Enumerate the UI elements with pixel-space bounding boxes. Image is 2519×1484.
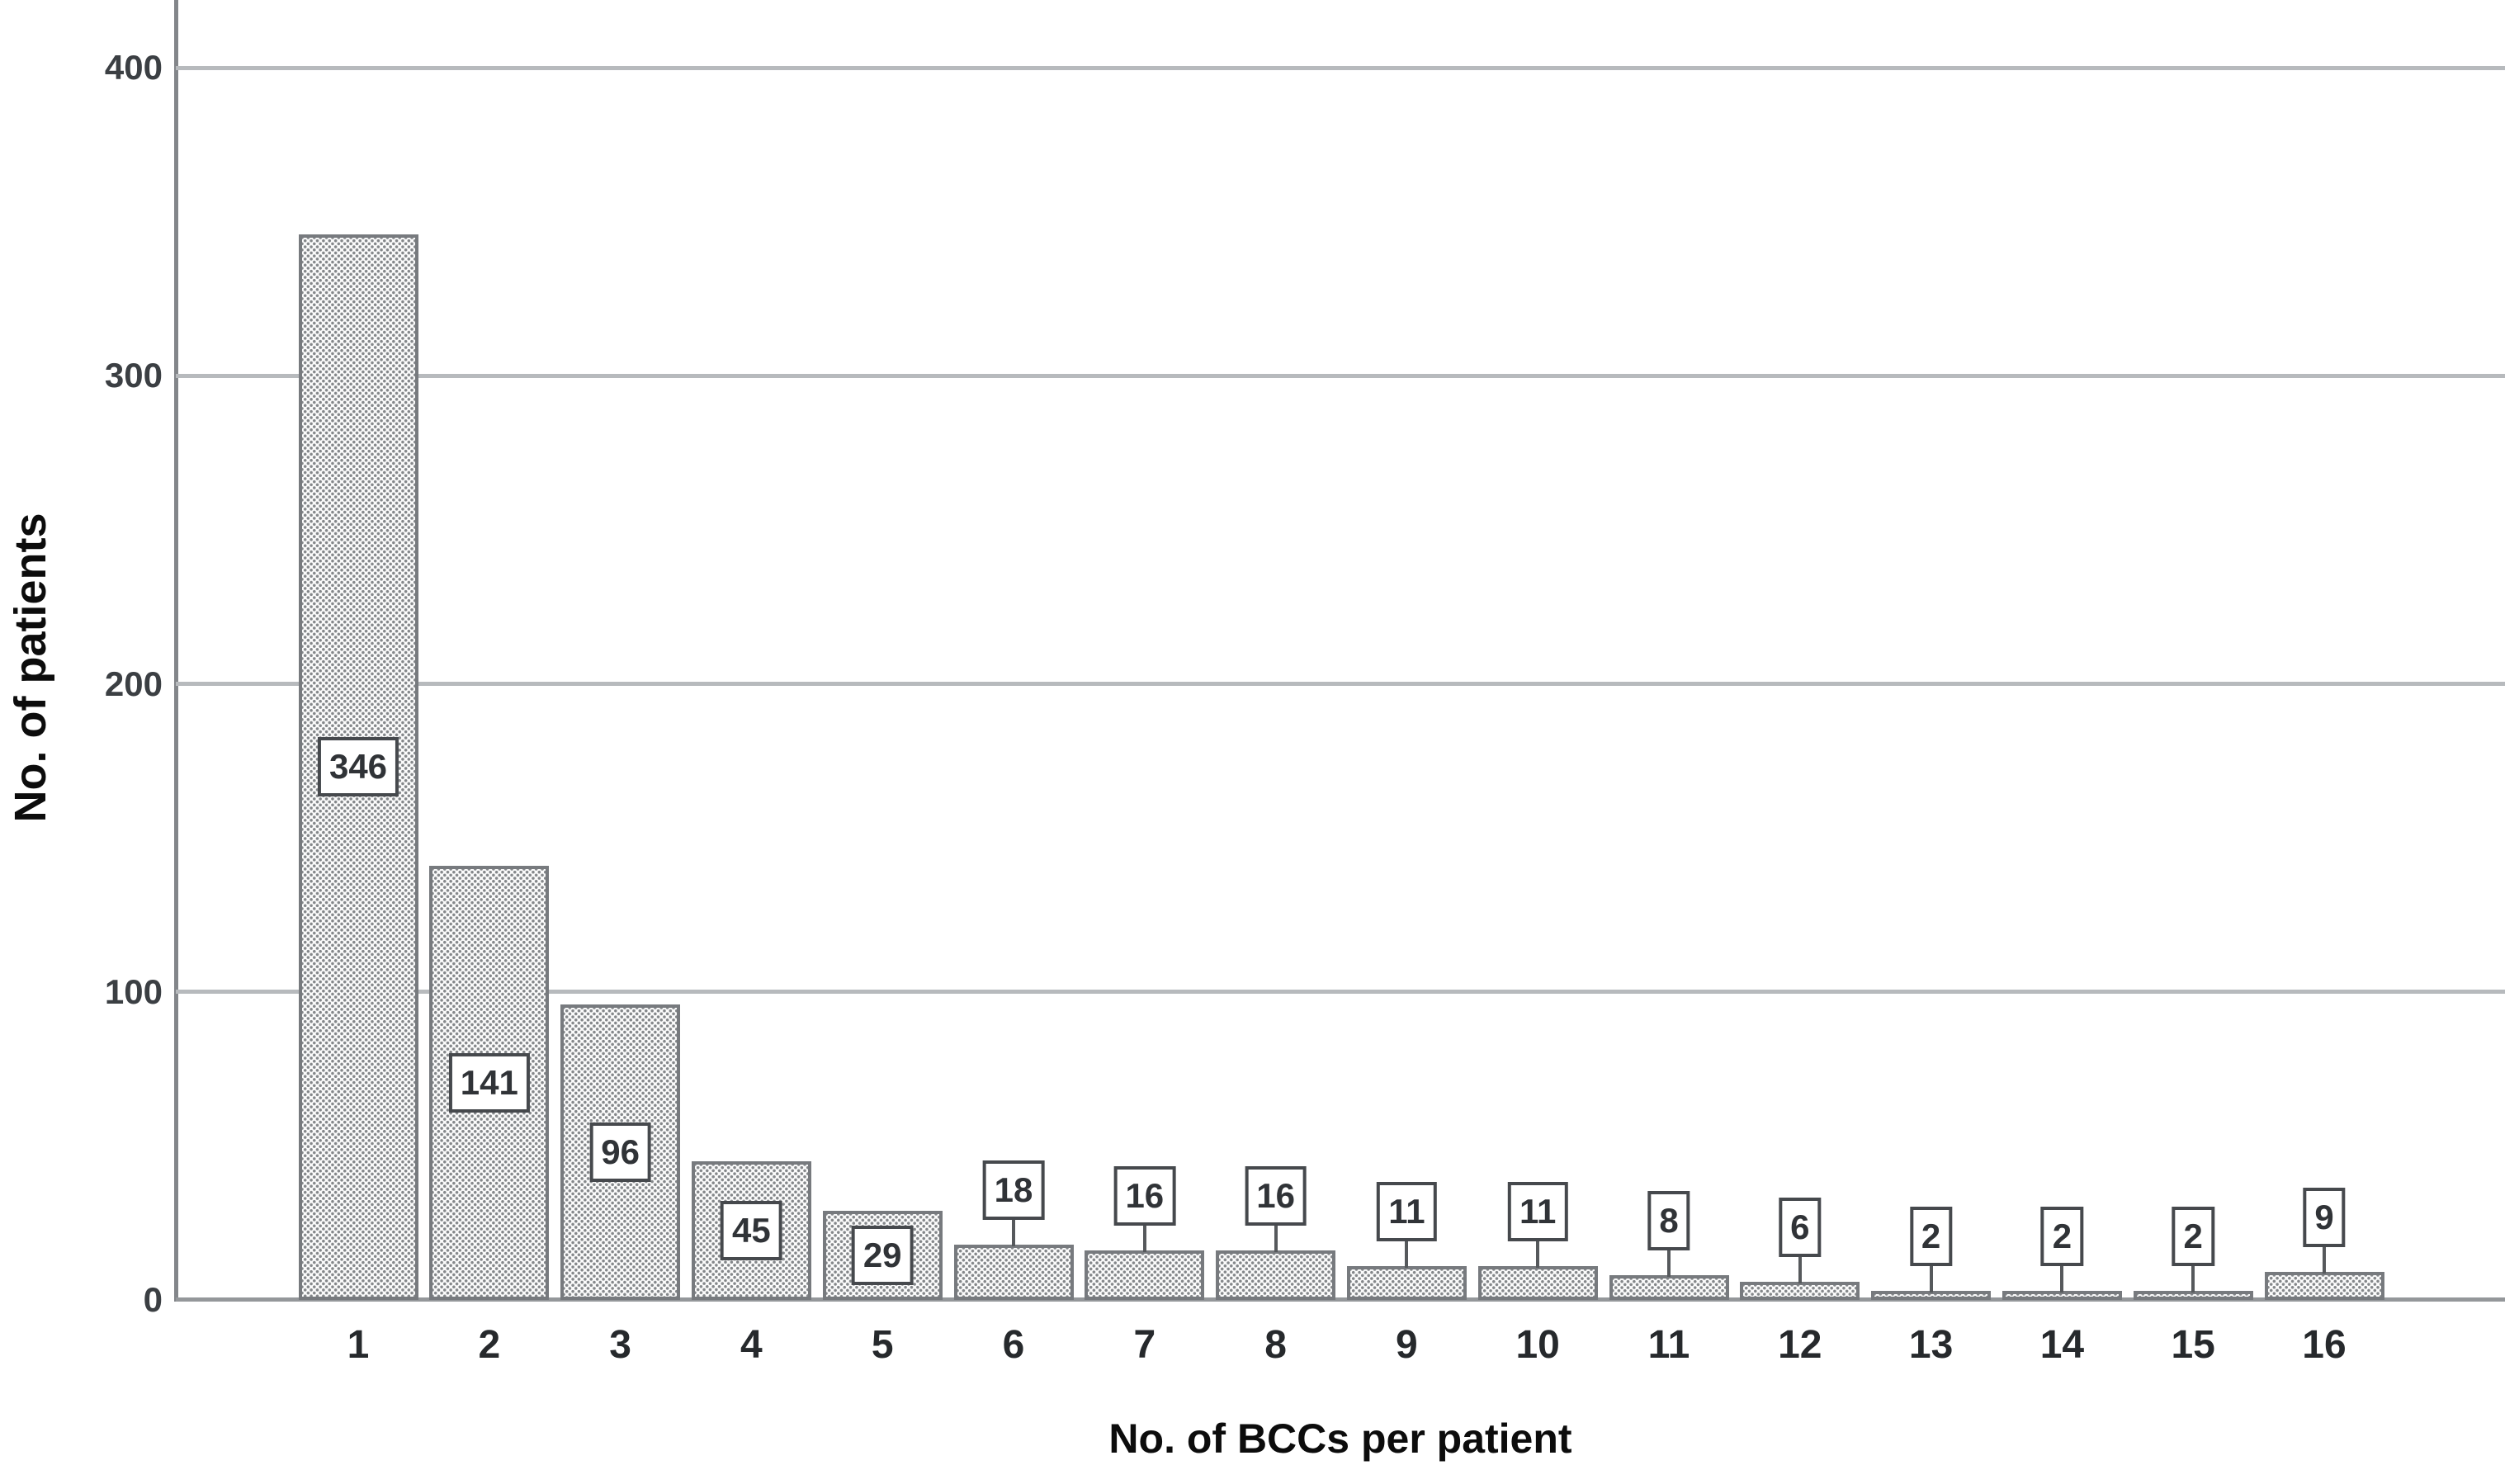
bar xyxy=(2001,1291,2122,1300)
bar-value-label: 141 xyxy=(448,1052,530,1113)
x-tick-label: 8 xyxy=(1264,1323,1287,1367)
x-tick-label: 4 xyxy=(740,1323,763,1367)
callout-leader-line xyxy=(1142,1226,1146,1253)
x-tick-label: 11 xyxy=(1647,1323,1690,1367)
y-tick-label: 0 xyxy=(143,1280,163,1319)
bar xyxy=(2264,1272,2384,1300)
callout-leader-line xyxy=(1929,1266,1933,1293)
bar-value-callout: 6 xyxy=(1779,1197,1822,1257)
x-tick-label: 9 xyxy=(1396,1323,1418,1367)
bar-value-label: 29 xyxy=(851,1225,914,1285)
callout-leader-line xyxy=(2323,1247,2326,1274)
x-tick-label: 12 xyxy=(1778,1323,1822,1367)
x-tick-label: 10 xyxy=(1515,1323,1560,1367)
callout-leader-line xyxy=(1012,1219,1015,1246)
x-tick-label: 16 xyxy=(2302,1323,2346,1367)
x-tick-label: 3 xyxy=(609,1323,631,1367)
bar-value-label: 96 xyxy=(589,1122,651,1182)
bar xyxy=(1609,1275,1729,1300)
bar-value-label: 45 xyxy=(721,1201,782,1261)
x-tick-label: 5 xyxy=(871,1323,894,1367)
y-tick-label: 100 xyxy=(104,971,163,1011)
bar: 346 xyxy=(298,234,418,1300)
bar-value-callout: 8 xyxy=(1647,1191,1690,1251)
x-tick-label: 13 xyxy=(1908,1323,1954,1367)
callout-leader-line xyxy=(2191,1266,2195,1293)
bar-value-callout: 2 xyxy=(2040,1207,2084,1266)
gridline xyxy=(176,65,2505,70)
bar xyxy=(953,1244,1074,1300)
y-axis-line xyxy=(174,0,178,1302)
bar-value-callout: 16 xyxy=(1245,1166,1307,1226)
x-tick-label: 15 xyxy=(2171,1323,2215,1367)
y-tick-label: 200 xyxy=(104,664,163,703)
gridline xyxy=(176,682,2505,686)
x-tick-label: 14 xyxy=(2039,1323,2085,1367)
bar xyxy=(2133,1291,2253,1300)
bar-value-label: 346 xyxy=(317,737,399,797)
bar-value-callout: 9 xyxy=(2303,1188,2346,1248)
bar xyxy=(1346,1265,1467,1300)
x-tick-label: 2 xyxy=(478,1323,501,1367)
callout-leader-line xyxy=(1536,1241,1540,1268)
x-tick-label: 7 xyxy=(1133,1323,1156,1367)
bar-value-callout: 16 xyxy=(1113,1166,1176,1226)
y-tick-label: 300 xyxy=(104,356,163,395)
bar: 29 xyxy=(822,1210,943,1300)
bar xyxy=(1216,1250,1336,1300)
bar: 141 xyxy=(429,865,550,1300)
bar: 45 xyxy=(691,1161,811,1300)
bar xyxy=(1740,1281,1860,1300)
bar-value-callout: 2 xyxy=(1909,1207,1953,1266)
bar xyxy=(1477,1265,1598,1300)
callout-leader-line xyxy=(1798,1256,1802,1283)
callout-leader-line xyxy=(2060,1266,2064,1293)
gridline xyxy=(176,373,2505,378)
y-tick-label: 400 xyxy=(104,48,163,87)
bar: 96 xyxy=(560,1004,681,1300)
callout-leader-line xyxy=(1274,1226,1278,1253)
bar-value-callout: 11 xyxy=(1377,1181,1437,1241)
bar-value-callout: 11 xyxy=(1507,1181,1568,1241)
callout-leader-line xyxy=(1667,1250,1671,1278)
x-tick-label: 1 xyxy=(347,1323,370,1367)
plot-area: 346 1 141 2 96 3 45 4 29 5 18 6 16 7 16 8 11 9 11 10 8 11 6 12 2… xyxy=(174,0,2505,1367)
x-axis-baseline xyxy=(176,1297,2505,1302)
x-tick-label: 6 xyxy=(1002,1323,1025,1367)
x-axis-title: No. of BCCs per patient xyxy=(1108,1415,1572,1462)
bar-value-callout: 2 xyxy=(2172,1207,2214,1266)
gridline xyxy=(176,990,2505,995)
callout-leader-line xyxy=(1405,1241,1409,1268)
bar xyxy=(1871,1291,1992,1300)
bar xyxy=(1085,1250,1205,1300)
bar-value-callout: 18 xyxy=(982,1160,1045,1220)
